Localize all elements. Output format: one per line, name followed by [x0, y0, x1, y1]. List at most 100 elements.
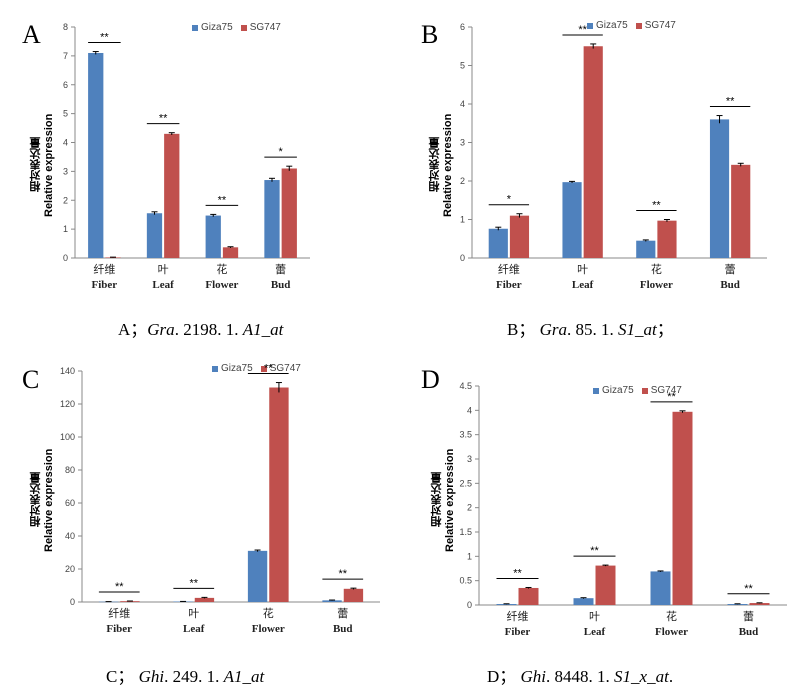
bar-chart-c: 0 20 40 60 80 100 120 140 ** 纤维 Fiber ** 叶 Leaf ** 花 Flo…	[60, 363, 380, 635]
y-tick-label: 6	[63, 80, 68, 90]
caption-b: B； Gra. 85. 1. S1_at；	[507, 315, 674, 340]
y-tick-label: 0.5	[459, 576, 472, 586]
y-tick-label: 60	[65, 498, 75, 508]
legend-swatch-sg	[641, 387, 648, 394]
caption-rest: . 8448. 1.	[546, 667, 615, 686]
legend-item-giza: Giza75	[593, 385, 634, 396]
y-tick-label: 4	[460, 99, 465, 109]
y-tick-label: 100	[60, 432, 75, 442]
y-tick-label: 3.5	[459, 430, 472, 440]
y-tick-label: 1	[460, 215, 465, 225]
legend-item-giza: Giza75	[192, 22, 233, 33]
x-tick-label: Fiber	[106, 623, 132, 635]
bar-sg747	[749, 603, 770, 605]
caption-gene-suffix: S1_x_at	[614, 667, 669, 686]
bar-sg747	[120, 601, 140, 602]
legend-label-sg: SG747	[269, 363, 301, 374]
legend-swatch-sg	[635, 22, 642, 29]
caption-rest: . 85. 1.	[567, 320, 618, 339]
y-tick-label: 0	[467, 600, 472, 610]
significance-mark: **	[744, 583, 753, 595]
significance-mark: *	[507, 194, 512, 206]
x-tick-label: Fiber	[496, 279, 522, 291]
panel-letter: C	[22, 365, 40, 394]
bar-chart-a: 0 1 2 3 4 5 6 7 8 ** 纤维 Fiber ** 叶 Leaf ** 花 Flower * 蕾 Bud	[63, 22, 310, 291]
x-tick-label-cn: 叶	[188, 607, 199, 620]
significance-mark: **	[590, 545, 599, 557]
x-tick-label: Flower	[655, 626, 688, 638]
bar-giza75	[727, 604, 748, 605]
bar-sg747	[518, 587, 539, 605]
y-tick-label: 140	[60, 366, 75, 376]
caption-end: ；	[656, 320, 674, 339]
x-tick-label-cn: 叶	[589, 610, 600, 623]
significance-mark: **	[726, 96, 735, 108]
y-tick-label: 3	[460, 138, 465, 148]
panel-b: B 相对表达量 Relative expression Giza75 SG747…	[397, 0, 794, 345]
panel-d: D 相对表达量 Relative expression Giza75 SG747…	[397, 345, 794, 691]
bar-giza75	[146, 213, 163, 258]
x-tick-label: Bud	[739, 626, 759, 638]
caption-c: C； Ghi. 249. 1. A1_at	[106, 662, 264, 687]
caption-gene: Ghi	[520, 667, 547, 686]
bar-giza75	[264, 180, 280, 258]
bar-sg747	[343, 588, 364, 602]
x-tick-label-cn: 纤维	[498, 263, 520, 276]
x-tick-label: Fiber	[92, 279, 118, 291]
caption-rest: . 2198. 1.	[174, 320, 243, 339]
bar-sg747	[672, 411, 693, 605]
x-tick-label: Flower	[252, 623, 285, 635]
bar-chart-d: 0 0.5 1 1.5 2 2.5 3 3.5 4 4.5 ** 纤维 Fiber ** 叶 Leaf ** 花F…	[459, 381, 787, 638]
x-tick-label: Flower	[205, 279, 238, 291]
x-tick-label: Leaf	[584, 626, 606, 638]
x-tick-label: Leaf	[152, 279, 174, 291]
x-tick-label: Bud	[333, 623, 353, 635]
bar-sg747	[164, 133, 180, 258]
y-tick-label: 0	[460, 253, 465, 263]
y-tick-label: 2	[467, 503, 472, 513]
y-tick-label: 3	[467, 454, 472, 464]
bar-sg747	[583, 46, 603, 258]
y-tick-label: 4	[63, 138, 68, 148]
caption-a: A；Gra. 2198. 1. A1_at	[118, 315, 283, 340]
caption-prefix: A；	[118, 320, 148, 339]
legend-label-sg: SG747	[650, 385, 682, 396]
x-tick-label: Leaf	[183, 623, 205, 635]
y-tick-label: 5	[63, 109, 68, 119]
y-tick-label: 6	[460, 22, 465, 32]
x-tick-label: Bud	[720, 279, 740, 291]
x-tick-label-cn: 叶	[577, 263, 588, 276]
significance-mark: *	[278, 146, 283, 158]
significance-mark: **	[578, 24, 587, 36]
panel-letter: A	[22, 20, 41, 49]
legend-swatch-giza	[212, 365, 218, 372]
legend-label-giza: Giza75	[201, 22, 233, 33]
bar-sg747	[281, 168, 297, 258]
bar-giza75	[650, 571, 671, 605]
bar-sg747	[194, 597, 215, 602]
legend: Giza75 SG747	[192, 22, 281, 33]
significance-mark: **	[100, 32, 109, 44]
legend-item-sg: SG747	[641, 385, 682, 396]
significance-mark: **	[667, 391, 676, 403]
bar-sg747	[731, 164, 751, 258]
legend-swatch-giza	[192, 24, 198, 31]
bar-giza75	[562, 182, 582, 258]
legend-swatch-sg	[260, 365, 267, 372]
bar-giza75	[247, 550, 268, 602]
y-tick-label: 5	[460, 61, 465, 71]
bar-giza75	[488, 228, 508, 258]
y-tick-label: 2.5	[459, 478, 472, 488]
panel-a: A 相对表达量 Relative expression Giza75 SG747…	[0, 0, 397, 345]
significance-mark: **	[189, 577, 198, 589]
y-tick-label: 20	[65, 564, 75, 574]
caption-prefix: C；	[106, 667, 139, 686]
x-tick-label-cn: 纤维	[108, 607, 130, 620]
x-tick-label: Flower	[640, 279, 673, 291]
legend-item-giza: Giza75	[587, 20, 628, 31]
legend: Giza75 SG747	[593, 385, 682, 396]
legend: Giza75 SG747	[587, 20, 676, 31]
x-tick-label: Fiber	[505, 626, 531, 638]
significance-mark: **	[115, 581, 124, 593]
x-tick-label-cn: 蕾	[337, 607, 348, 620]
